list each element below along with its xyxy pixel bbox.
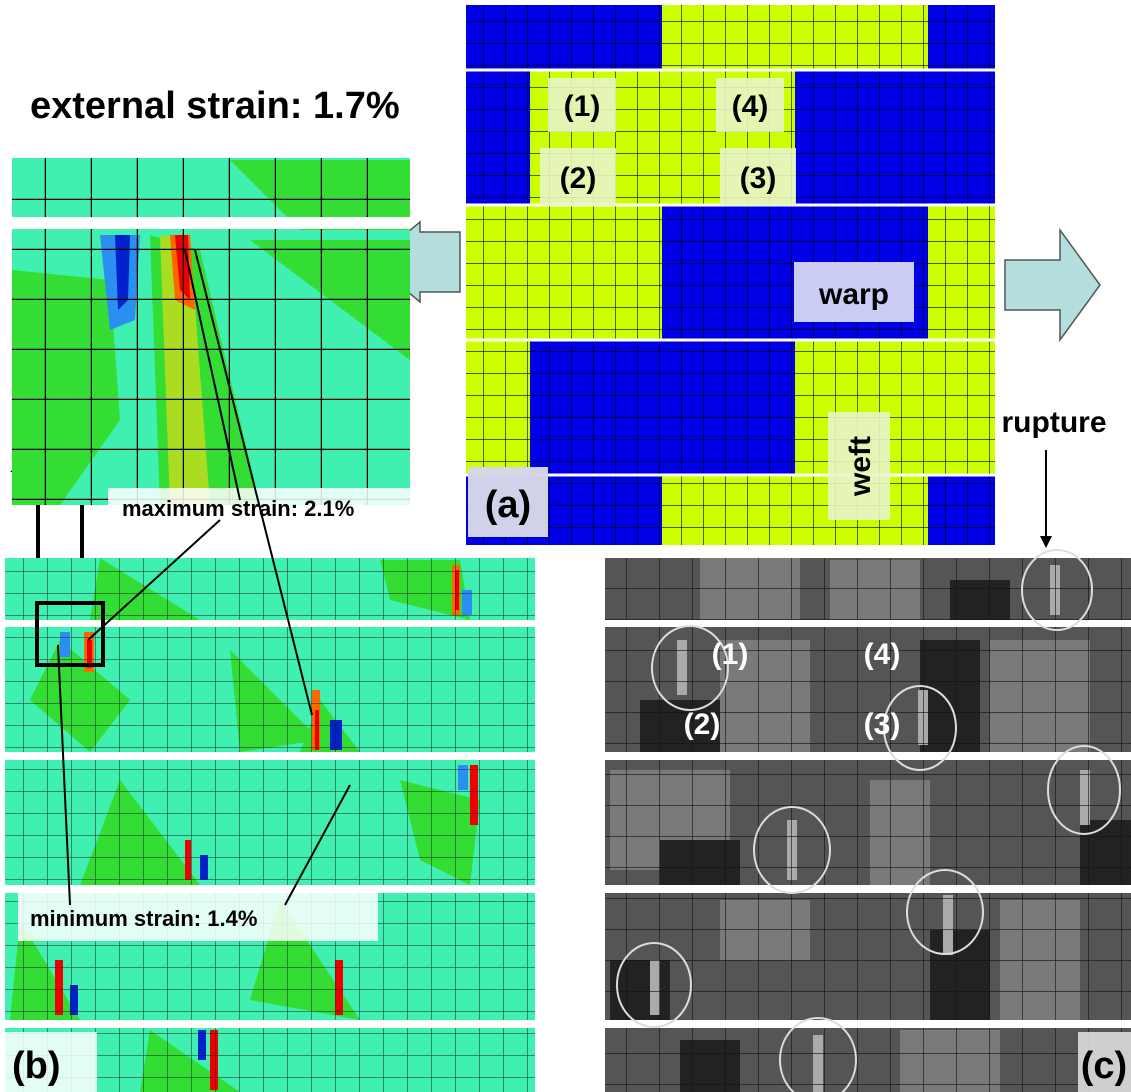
max-strain-label: maximum strain: 2.1% xyxy=(122,496,354,521)
warp-label: warp xyxy=(818,278,889,311)
position-label: (2) xyxy=(560,162,597,195)
title: external strain: 1.7% xyxy=(30,85,400,127)
panel-label: (c) xyxy=(1081,1045,1127,1087)
panel-label: (a) xyxy=(485,484,531,526)
position-label: (2) xyxy=(684,708,721,741)
position-label: (3) xyxy=(864,708,901,741)
panel-a: (1) (4) (2) (3) warp weft (a) xyxy=(466,5,995,545)
rupture-label: rupture xyxy=(1002,406,1107,439)
zoom-panel xyxy=(12,158,410,505)
arrow xyxy=(1005,230,1100,340)
position-label: (1) xyxy=(564,90,601,123)
position-label: (1) xyxy=(712,638,749,671)
weft-label: weft xyxy=(844,436,877,497)
position-label: (4) xyxy=(732,90,769,123)
figure: external strain: 1.7% (1) (4) (2) (3) wa… xyxy=(0,0,1131,1092)
panel-label: (b) xyxy=(12,1045,61,1087)
position-label: (3) xyxy=(740,162,777,195)
min-strain-label: minimum strain: 1.4% xyxy=(30,906,257,931)
position-label: (4) xyxy=(864,638,901,671)
